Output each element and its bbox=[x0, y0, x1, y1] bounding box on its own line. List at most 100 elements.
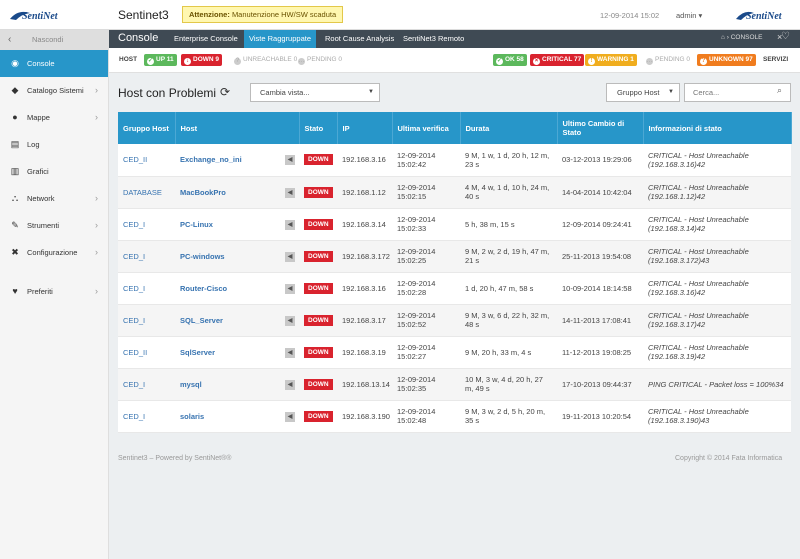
host-link[interactable]: Exchange_no_ini bbox=[180, 155, 242, 165]
cell-group[interactable]: CED_I bbox=[118, 400, 175, 433]
host-details-button[interactable]: ◀ bbox=[285, 187, 295, 198]
user-name: admin bbox=[676, 11, 697, 20]
cell-group[interactable]: CED_I bbox=[118, 272, 175, 305]
tab-root-cause-analysis[interactable]: Root Cause Analysis bbox=[325, 34, 395, 43]
host-details-button[interactable]: ◀ bbox=[285, 411, 295, 422]
col-header-verifica[interactable]: Ultima verifica bbox=[392, 112, 461, 144]
cell-host[interactable]: Exchange_no_ini ◀ bbox=[175, 144, 299, 177]
sidebar-item-label: Strumenti bbox=[27, 221, 60, 230]
cell-host[interactable]: solaris ◀ bbox=[175, 400, 299, 433]
status-badge-label: PENDING 0 bbox=[307, 56, 343, 63]
status-badge[interactable]: × CRITICAL 77 bbox=[530, 54, 585, 66]
tab-sentinet3-remoto[interactable]: SentiNet3 Remoto bbox=[403, 34, 465, 43]
table-header: Gruppo Host Host Stato IP Ultima verific… bbox=[118, 112, 792, 144]
sidebar-hide-toggle[interactable]: ‹ Nascondi bbox=[0, 30, 108, 50]
favorite-heart-icon[interactable]: ♡ bbox=[781, 31, 790, 42]
search-icon[interactable]: ⌕ bbox=[777, 85, 783, 95]
table-row[interactable]: CED_I PC-Linux ◀ DOWN 192.168.3.14 12-09-2014… bbox=[118, 208, 791, 241]
status-badge[interactable]: ! WARNING 1 bbox=[585, 54, 637, 66]
col-header-ip[interactable]: IP bbox=[337, 112, 393, 144]
sidebar-item-catalogo-sistemi[interactable]: ◆ Catalogo Sistemi › bbox=[0, 77, 108, 104]
cell-group[interactable]: DATABASE bbox=[118, 176, 175, 209]
col-header-cambio[interactable]: Ultimo Cambio di Stato bbox=[557, 112, 644, 144]
search-input[interactable] bbox=[684, 83, 791, 102]
table-row[interactable]: CED_I Router-Cisco ◀ DOWN 192.168.3.16 12-09-… bbox=[118, 272, 791, 305]
sidebar-item-label: Console bbox=[27, 59, 55, 68]
cell-host[interactable]: Router-Cisco ◀ bbox=[175, 272, 299, 305]
status-badge[interactable]: ✓ OK 58 bbox=[493, 54, 527, 66]
status-badge-label: UNREACHABLE 0 bbox=[243, 56, 298, 63]
host-details-button[interactable]: ◀ bbox=[285, 251, 295, 262]
host-group-select[interactable]: Gruppo Host ▼ bbox=[606, 83, 680, 102]
sidebar-item-strumenti[interactable]: ✎ Strumenti › bbox=[0, 212, 108, 239]
sentinet-logo[interactable]: SentiNet bbox=[8, 6, 78, 24]
cell-group[interactable]: CED_I bbox=[118, 304, 175, 337]
cell-last-check: 12-09-2014 15:02:52 bbox=[392, 304, 460, 337]
host-link[interactable]: PC-windows bbox=[180, 251, 225, 261]
host-link[interactable]: solaris bbox=[180, 411, 205, 421]
console-navbar: Console Enterprise Console Viste Raggrup… bbox=[109, 30, 800, 48]
host-link[interactable]: Router-Cisco bbox=[180, 283, 228, 293]
maintenance-alert[interactable]: Attenzione: Manutenzione HW/SW scaduta bbox=[182, 6, 344, 23]
col-header-info[interactable]: Informazioni di stato bbox=[643, 112, 792, 144]
chevron-right-icon: › bbox=[95, 220, 98, 230]
host-link[interactable]: mysql bbox=[180, 379, 202, 389]
host-link[interactable]: MacBookPro bbox=[180, 187, 226, 197]
chevron-left-icon: ‹ bbox=[8, 34, 12, 45]
sidebar-item-configurazione[interactable]: ✖ Configurazione › bbox=[0, 239, 108, 266]
cell-host[interactable]: SqlServer ◀ bbox=[175, 336, 299, 369]
table-row[interactable]: CED_I solaris ◀ DOWN 192.168.3.190 12-09-2014… bbox=[118, 400, 791, 433]
table-row[interactable]: CED_I PC-windows ◀ DOWN 192.168.3.172 12-09-2… bbox=[118, 240, 791, 273]
col-header-host[interactable]: Host bbox=[175, 112, 300, 144]
close-icon[interactable]: × bbox=[777, 32, 783, 42]
sidebar-item-log[interactable]: ▤ Log bbox=[0, 131, 108, 158]
sidebar-item-console[interactable]: ◉ Console bbox=[0, 50, 108, 77]
sidebar-item-network[interactable]: ⛬ Network › bbox=[0, 185, 108, 212]
cell-state: DOWN bbox=[299, 208, 337, 241]
cell-host[interactable]: PC-Linux ◀ bbox=[175, 208, 299, 241]
status-badge[interactable]: … PENDING 0 bbox=[643, 54, 693, 66]
cell-host[interactable]: PC-windows ◀ bbox=[175, 240, 299, 273]
host-details-button[interactable]: ◀ bbox=[285, 219, 295, 230]
cell-host[interactable]: MacBookPro ◀ bbox=[175, 176, 299, 209]
breadcrumb[interactable]: ⌂ › CONSOLE bbox=[721, 34, 763, 41]
table-row[interactable]: CED_II Exchange_no_ini ◀ DOWN 192.168.3.16 12… bbox=[118, 144, 791, 177]
tab-viste-raggruppate[interactable]: Viste Raggruppate bbox=[244, 30, 316, 48]
cell-group[interactable]: CED_II bbox=[118, 336, 175, 369]
sidebar-item-grafici[interactable]: ▥ Grafici bbox=[0, 158, 108, 185]
col-header-durata[interactable]: Durata bbox=[460, 112, 558, 144]
cell-group[interactable]: CED_I bbox=[118, 240, 175, 273]
cell-group[interactable]: CED_I bbox=[118, 208, 175, 241]
host-details-button[interactable]: ◀ bbox=[285, 315, 295, 326]
cell-group[interactable]: CED_I bbox=[118, 368, 175, 401]
status-dot-icon: × bbox=[533, 58, 540, 65]
table-row[interactable]: CED_I SQL_Server ◀ DOWN 192.168.3.17 12-09-20… bbox=[118, 304, 791, 337]
sidebar-item-preferiti[interactable]: ♥ Preferiti › bbox=[0, 278, 108, 305]
cell-host[interactable]: mysql ◀ bbox=[175, 368, 299, 401]
refresh-icon[interactable]: ⟳ bbox=[220, 85, 231, 99]
table-row[interactable]: CED_II SqlServer ◀ DOWN 192.168.3.19 12-09-20… bbox=[118, 336, 791, 369]
host-link[interactable]: SqlServer bbox=[180, 347, 216, 357]
host-details-button[interactable]: ◀ bbox=[285, 283, 295, 294]
host-details-button[interactable]: ◀ bbox=[285, 347, 295, 358]
table-row[interactable]: DATABASE MacBookPro ◀ DOWN 192.168.1.12 12-09… bbox=[118, 176, 791, 209]
col-header-gruppo[interactable]: Gruppo Host bbox=[118, 112, 176, 144]
status-badge[interactable]: … PENDING 0 bbox=[295, 54, 345, 66]
status-badge-label: UP 11 bbox=[156, 56, 174, 63]
user-menu[interactable]: admin ▾ bbox=[676, 11, 702, 20]
host-details-button[interactable]: ◀ bbox=[285, 155, 295, 165]
cell-host[interactable]: SQL_Server ◀ bbox=[175, 304, 299, 337]
host-link[interactable]: SQL_Server bbox=[180, 315, 223, 325]
status-badge[interactable]: ? UNREACHABLE 0 bbox=[231, 54, 300, 66]
status-badge[interactable]: ? UNKNOWN 97 bbox=[697, 54, 756, 66]
status-badge[interactable]: ✓ UP 11 bbox=[144, 54, 177, 66]
view-select[interactable]: Cambia vista... ▼ bbox=[250, 83, 380, 102]
host-details-button[interactable]: ◀ bbox=[285, 379, 295, 390]
col-header-stato[interactable]: Stato bbox=[299, 112, 338, 144]
sidebar-item-mappe[interactable]: ● Mappe › bbox=[0, 104, 108, 131]
cell-group[interactable]: CED_II bbox=[118, 144, 175, 177]
tab-enterprise-console[interactable]: Enterprise Console bbox=[174, 34, 238, 43]
status-badge[interactable]: ↓ DOWN 9 bbox=[181, 54, 222, 66]
host-link[interactable]: PC-Linux bbox=[180, 219, 213, 229]
table-row[interactable]: CED_I mysql ◀ DOWN 192.168.13.14 12-09-2014 1… bbox=[118, 368, 791, 401]
